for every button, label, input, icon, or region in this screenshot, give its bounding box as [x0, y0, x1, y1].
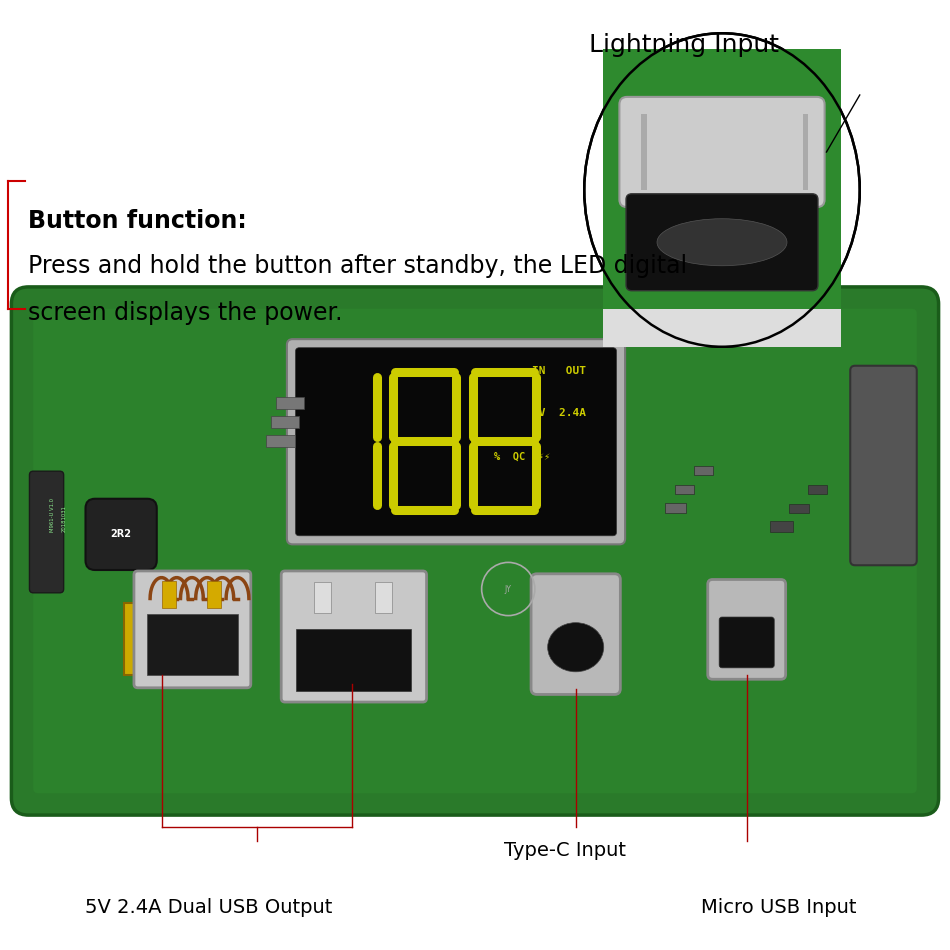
Bar [803, 114, 808, 190]
Text: Button function:: Button function: [28, 209, 247, 233]
Bar [603, 48, 841, 332]
Text: screen displays the power.: screen displays the power. [28, 301, 343, 325]
FancyBboxPatch shape [287, 339, 625, 544]
Text: 5V  2.4A: 5V 2.4A [532, 408, 586, 419]
Bar [603, 309, 841, 347]
Bar [375, 582, 392, 613]
Text: Press and hold the button after standby, the LED digital: Press and hold the button after standby,… [28, 254, 688, 277]
Ellipse shape [657, 218, 787, 266]
Text: %  QC  ⚡⚡: % QC ⚡⚡ [494, 451, 550, 462]
FancyBboxPatch shape [134, 571, 251, 688]
Text: 5V 2.4A Dual USB Output: 5V 2.4A Dual USB Output [86, 898, 332, 917]
FancyBboxPatch shape [626, 194, 818, 291]
Bar [207, 581, 221, 608]
Bar [276, 397, 304, 408]
Ellipse shape [547, 622, 604, 672]
FancyBboxPatch shape [86, 499, 157, 570]
FancyBboxPatch shape [719, 618, 774, 668]
Bar [271, 416, 299, 428]
FancyBboxPatch shape [619, 97, 825, 207]
Text: 20181031: 20181031 [62, 505, 67, 532]
Bar [314, 582, 331, 613]
FancyBboxPatch shape [531, 574, 620, 694]
Bar [674, 484, 694, 494]
Ellipse shape [584, 33, 860, 347]
Text: Type-C Input: Type-C Input [504, 841, 626, 860]
FancyBboxPatch shape [29, 471, 64, 593]
Text: 2R2: 2R2 [110, 529, 131, 539]
FancyBboxPatch shape [708, 580, 786, 679]
Bar [770, 521, 793, 532]
FancyBboxPatch shape [33, 309, 917, 793]
FancyBboxPatch shape [281, 571, 427, 702]
Text: JY: JY [504, 584, 512, 594]
Bar [124, 603, 200, 674]
Bar [641, 114, 647, 190]
Bar [788, 504, 809, 513]
Text: M961-U V1.0: M961-U V1.0 [49, 498, 55, 532]
Bar [296, 629, 411, 691]
Bar [665, 503, 686, 513]
Bar [162, 581, 176, 608]
Bar [808, 484, 826, 494]
Text: IN   OUT: IN OUT [532, 366, 586, 376]
FancyBboxPatch shape [295, 348, 617, 536]
Bar [266, 435, 294, 446]
Bar [147, 615, 238, 674]
Text: Lightning Input: Lightning Input [589, 33, 779, 57]
Text: Micro USB Input: Micro USB Input [701, 898, 857, 917]
FancyBboxPatch shape [850, 366, 917, 565]
FancyBboxPatch shape [11, 287, 939, 815]
Bar [694, 466, 712, 475]
